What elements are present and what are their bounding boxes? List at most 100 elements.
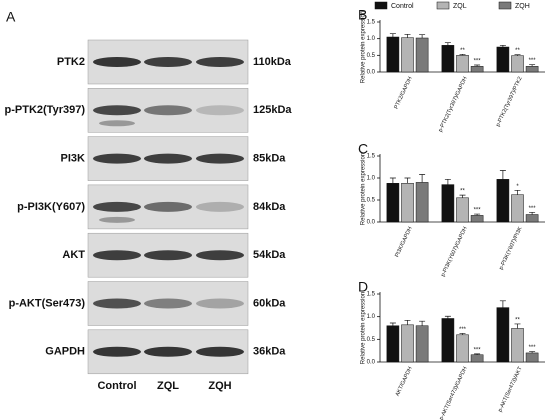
bar: [525, 214, 539, 223]
legend-swatch: [374, 1, 388, 10]
error-bar: [474, 353, 481, 355]
significance-label: ***: [474, 347, 482, 353]
error-bar: [514, 189, 521, 195]
bar: [415, 37, 429, 73]
error-bar: [404, 319, 411, 325]
y-tick-label: 0.5: [367, 53, 376, 59]
significance-label: ***: [459, 327, 467, 333]
error-bar: [459, 194, 466, 198]
y-tick-label: 0.5: [367, 198, 376, 204]
y-axis-label: Relative protein expression: [361, 292, 367, 364]
blot-band: [144, 250, 192, 261]
significance-label: **: [460, 189, 465, 195]
error-bar: [444, 42, 451, 46]
y-tick-label: 1.5: [367, 154, 376, 160]
bar: [496, 307, 510, 363]
significance-label: ***: [529, 58, 537, 64]
bar: [511, 328, 524, 363]
x-tick-label: PI3K/GAPDH: [394, 226, 413, 258]
significance-label: ***: [529, 206, 537, 212]
size-label: 110kDa: [253, 56, 292, 68]
size-label: 54kDa: [253, 249, 286, 261]
significance-label: **: [515, 317, 520, 323]
blot-band: [93, 250, 141, 261]
lane-label: ZQH: [208, 380, 231, 392]
protein-label: p-AKT(Ser473): [9, 297, 86, 309]
blot-band: [93, 153, 141, 164]
lane-label: Control: [97, 380, 136, 392]
error-bar: [514, 323, 521, 329]
blot-band: [144, 298, 192, 309]
blot-band: [144, 57, 192, 67]
protein-label: PTK2: [57, 56, 85, 68]
y-tick-label: 1.0: [367, 314, 376, 320]
error-bar: [474, 64, 481, 67]
bar: [441, 318, 455, 363]
legend-label: Control: [391, 3, 414, 10]
blot-band: [196, 250, 244, 261]
x-tick-label: p-AKT(Ser473)/GAPDH: [439, 366, 469, 420]
error-bar: [499, 300, 506, 308]
error-bar: [474, 213, 481, 216]
bar: [441, 184, 455, 223]
blot-band: [93, 201, 141, 212]
blot-band: [93, 105, 141, 116]
bar: [456, 55, 469, 73]
error-bar: [529, 64, 536, 67]
bar: [441, 45, 455, 73]
x-tick-label: AKT/GAPDH: [395, 366, 414, 397]
y-tick-label: 0.0: [367, 220, 376, 226]
size-label: 60kDa: [253, 297, 286, 309]
bar: [511, 55, 524, 73]
error-bar: [419, 34, 426, 38]
bar: [386, 183, 400, 223]
significance-label: ***: [529, 345, 537, 351]
significance-label: ***: [474, 59, 482, 65]
blot-band: [99, 120, 135, 127]
protein-label: p-PTK2(Tyr397): [5, 104, 86, 116]
blot-band: [196, 201, 244, 212]
error-bar: [389, 33, 396, 37]
y-tick-label: 1.0: [367, 176, 376, 182]
bar: [470, 215, 484, 223]
protein-label: PI3K: [61, 153, 86, 165]
bar: [496, 46, 510, 73]
x-tick-label: p-PI3K(Y607)/GAPDH: [440, 226, 468, 278]
protein-label: p-PI3K(Y607): [17, 201, 85, 213]
error-bar: [529, 351, 536, 353]
error-bar: [529, 211, 536, 215]
y-tick-label: 0.0: [367, 70, 376, 76]
y-tick-label: 0.0: [367, 360, 376, 366]
error-bar: [499, 44, 506, 47]
bar: [415, 182, 429, 223]
legend-label: ZQH: [515, 3, 530, 10]
bar: [525, 352, 539, 363]
y-tick-label: 1.0: [367, 36, 376, 42]
bar: [386, 36, 400, 73]
blot-band: [144, 346, 192, 357]
blot-band: [93, 298, 141, 309]
blot-band: [144, 201, 192, 212]
panel-label: D: [358, 279, 368, 295]
y-axis-label: Relative protein expression: [361, 153, 367, 225]
x-tick-label: p-PTK2(Tyr397)/PTK2: [495, 76, 523, 128]
error-bar: [404, 177, 411, 184]
x-tick-label: p-AKT(Ser473)/AKT: [497, 365, 524, 413]
bar: [401, 37, 414, 73]
panel-label: B: [358, 7, 367, 23]
bar: [386, 325, 400, 363]
bar: [401, 324, 414, 363]
size-label: 36kDa: [253, 346, 286, 358]
bar: [456, 334, 469, 363]
bar: [415, 325, 429, 363]
panel-label: A: [6, 9, 16, 25]
error-bar: [459, 53, 466, 56]
size-label: 125kDa: [253, 104, 292, 116]
error-bar: [444, 315, 451, 319]
x-tick-label: p-PTK2(Tyr397)/GAPDH: [438, 76, 469, 133]
size-label: 84kDa: [253, 201, 286, 213]
error-bar: [419, 320, 426, 326]
x-tick-label: PTK2/GAPDH: [393, 76, 413, 110]
error-bar: [499, 170, 506, 180]
